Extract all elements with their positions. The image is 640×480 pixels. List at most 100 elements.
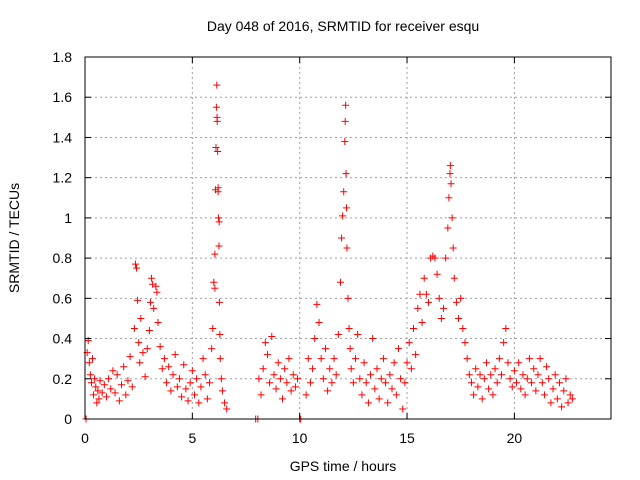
data-point [397,375,405,383]
data-point [287,387,295,395]
data-point [86,371,94,379]
data-point [513,379,521,387]
data-point [199,355,207,363]
data-point [195,399,203,407]
data-point [107,385,115,393]
data-point [530,365,538,373]
data-point [96,377,104,385]
data-point [102,393,110,401]
data-point [259,365,267,373]
data-point [485,385,493,393]
data-point [91,375,99,383]
data-point [105,375,113,383]
y-tick-label: 1 [64,210,72,226]
data-point [493,379,501,387]
data-point [124,377,132,385]
data-point [214,184,222,192]
data-point [412,351,420,359]
data-point [446,162,454,170]
data-point [532,387,540,395]
data-point [158,365,166,373]
y-tick-label: 1.2 [53,170,73,186]
data-point [136,359,144,367]
axis-ticks [84,56,611,420]
data-point [268,333,276,341]
data-point [93,399,101,407]
data-point [369,335,377,343]
data-point [564,399,572,407]
data-point [450,274,458,282]
data-point [431,254,439,262]
data-point [401,379,409,387]
data-point [145,327,153,335]
data-point [328,379,336,387]
data-point [272,385,280,393]
data-point [148,274,156,282]
data-point [367,371,375,379]
data-point [543,363,551,371]
data-point [210,278,218,286]
data-point [343,244,351,252]
data-point [309,365,317,373]
data-point [525,355,533,363]
data-point [560,387,568,395]
data-point [150,304,158,312]
data-point [128,383,136,391]
data-point [568,395,576,403]
data-point [208,345,216,353]
data-point [498,371,506,379]
x-tick-label: 5 [188,430,196,446]
data-point [221,399,229,407]
data-point [555,379,563,387]
data-point [504,359,512,367]
data-point [437,314,445,322]
y-tick-label: 0.8 [53,250,73,266]
chart-title: Day 048 of 2016, SRMTID for receiver esq… [207,18,479,34]
data-point [540,391,548,399]
data-point [133,264,141,272]
data-point [346,345,354,353]
data-point [92,383,100,391]
data-point [115,397,123,405]
data-point [175,375,183,383]
y-tick-label: 0.2 [53,371,73,387]
data-point [270,371,278,379]
data-point [100,381,108,389]
data-point [371,385,379,393]
data-point [442,254,450,262]
data-point [523,375,531,383]
data-point [519,371,527,379]
data-point [113,371,121,379]
data-point [209,325,217,332]
y-tick-label: 1.6 [53,89,73,105]
x-tick-label: 10 [292,430,308,446]
data-point [317,355,325,363]
data-point [311,335,319,343]
data-point [341,137,349,145]
data-point [407,365,415,373]
data-point [403,359,411,367]
data-point [261,339,269,347]
data-point [414,304,422,312]
data-point [487,371,495,379]
data-point [126,353,134,361]
data-point [375,395,383,403]
x-tick-label: 0 [81,430,89,446]
y-tick-label: 0.4 [53,331,73,347]
data-point [452,298,460,306]
data-point [347,365,355,373]
data-point [558,403,566,411]
data-point [186,379,194,387]
data-point [392,391,400,399]
data-point [218,387,226,395]
data-point [203,395,211,403]
data-point [342,170,350,178]
data-point [339,212,347,220]
data-point [382,379,390,387]
data-point [538,379,546,387]
data-point [373,365,381,373]
data-point [156,343,164,351]
data-point [213,113,221,121]
data-point [98,389,106,397]
data-point [211,250,219,258]
